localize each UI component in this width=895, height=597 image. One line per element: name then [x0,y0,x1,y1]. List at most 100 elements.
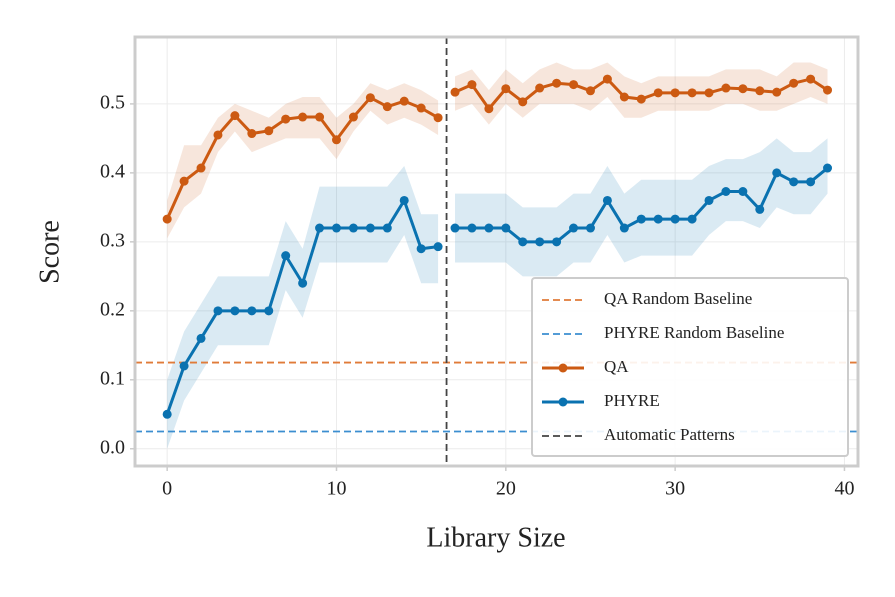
marker [298,278,308,288]
y-tick-label: 0.1 [100,367,125,389]
marker [772,168,782,178]
y-axis-label: Score [34,220,65,284]
marker [230,306,240,316]
marker [365,93,375,103]
marker [721,186,731,196]
marker [484,104,494,114]
marker [230,111,240,121]
marker [823,163,833,173]
marker [315,223,325,233]
legend-label: QA [604,357,629,376]
marker [416,244,426,254]
marker [823,85,833,95]
marker [653,88,663,98]
marker [636,214,646,224]
x-tick-label: 40 [834,478,854,500]
marker [315,112,325,122]
marker [789,78,799,88]
marker [552,237,562,247]
marker [247,129,257,139]
marker [162,214,172,224]
marker [535,83,545,93]
marker [247,306,257,316]
marker [789,177,799,187]
marker [670,214,680,224]
marker [213,130,223,140]
marker [552,78,562,88]
marker [535,237,545,247]
marker [806,74,816,84]
marker [179,361,189,371]
marker [365,223,375,233]
marker [281,251,291,261]
marker [569,223,579,233]
marker [416,103,426,113]
marker [264,306,274,316]
marker [162,409,172,419]
confidence-band [167,83,439,239]
marker [196,333,206,343]
marker [298,112,308,122]
marker [399,96,409,106]
x-tick-label: 20 [496,478,516,500]
y-tick-label: 0.3 [100,229,125,251]
marker [484,223,494,233]
x-axis-label: Library Size [426,522,565,553]
marker [738,186,748,196]
marker [772,87,782,97]
marker [585,223,595,233]
marker [331,135,341,145]
y-tick-label: 0.2 [100,298,125,320]
marker [619,223,629,233]
marker [179,176,189,186]
marker [331,223,341,233]
legend-label: PHYRE Random Baseline [604,323,784,342]
marker [602,195,612,205]
marker [467,80,477,90]
marker [687,88,697,98]
marker [399,195,409,205]
marker [636,94,646,104]
marker [518,237,528,247]
marker [755,204,765,214]
marker [433,113,443,123]
marker [619,92,629,102]
legend-label: Automatic Patterns [604,425,735,444]
marker [704,195,714,205]
marker [196,163,206,173]
y-tick-label: 0.4 [100,160,125,182]
marker [382,102,392,112]
marker [602,74,612,84]
marker [670,88,680,98]
x-tick-label: 30 [665,478,685,500]
plot-frame [133,35,860,468]
y-tick-label: 0.0 [100,436,125,458]
marker [518,97,528,107]
confidence-band [455,138,828,277]
legend-marker [558,363,568,373]
marker [653,214,663,224]
marker [687,214,697,224]
marker [450,87,460,97]
marker [806,177,816,187]
marker [501,84,511,94]
legend-marker [558,397,568,407]
marker [213,306,223,316]
marker [433,242,443,252]
confidence-band [455,62,828,125]
marker [382,223,392,233]
marker [704,88,714,98]
marker [467,223,477,233]
x-tick-label: 0 [162,478,172,500]
marker [738,84,748,94]
marker [348,223,358,233]
confidence-band [167,165,439,449]
marker [281,114,291,124]
marker [501,223,511,233]
marker [569,80,579,90]
marker [348,112,358,122]
marker [721,83,731,93]
legend: QA Random Baseline PHYRE Random Baseline Q… [531,277,849,457]
y-tick-label: 0.5 [100,91,125,113]
